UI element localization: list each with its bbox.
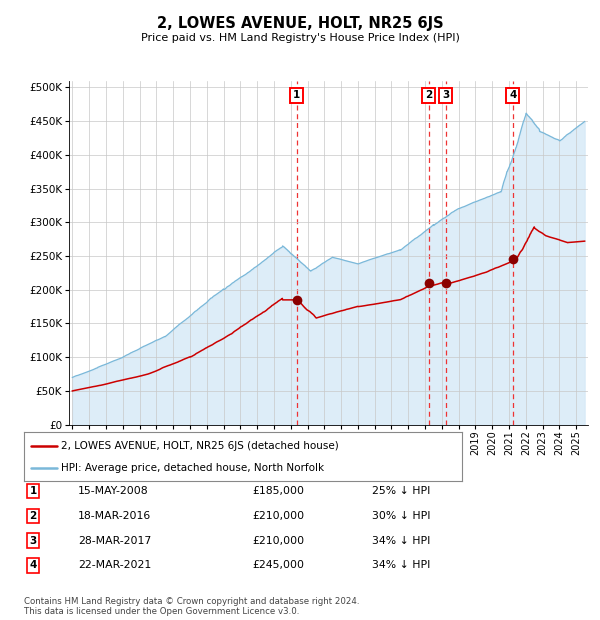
Text: 34% ↓ HPI: 34% ↓ HPI [372,536,430,546]
Text: 2, LOWES AVENUE, HOLT, NR25 6JS: 2, LOWES AVENUE, HOLT, NR25 6JS [157,16,443,31]
Text: 4: 4 [29,560,37,570]
Text: 2: 2 [29,511,37,521]
Text: 2: 2 [425,91,432,100]
Text: 1: 1 [293,91,301,100]
Text: This data is licensed under the Open Government Licence v3.0.: This data is licensed under the Open Gov… [24,607,299,616]
Text: £210,000: £210,000 [252,511,304,521]
Text: 25% ↓ HPI: 25% ↓ HPI [372,486,430,496]
Text: Price paid vs. HM Land Registry's House Price Index (HPI): Price paid vs. HM Land Registry's House … [140,33,460,43]
Text: 3: 3 [29,536,37,546]
Text: Contains HM Land Registry data © Crown copyright and database right 2024.: Contains HM Land Registry data © Crown c… [24,597,359,606]
Text: 22-MAR-2021: 22-MAR-2021 [78,560,151,570]
Text: £185,000: £185,000 [252,486,304,496]
Text: 34% ↓ HPI: 34% ↓ HPI [372,560,430,570]
Text: 28-MAR-2017: 28-MAR-2017 [78,536,151,546]
Text: 18-MAR-2016: 18-MAR-2016 [78,511,151,521]
Text: 3: 3 [442,91,449,100]
Text: 1: 1 [29,486,37,496]
Text: 15-MAY-2008: 15-MAY-2008 [78,486,149,496]
Text: 30% ↓ HPI: 30% ↓ HPI [372,511,431,521]
Text: 2, LOWES AVENUE, HOLT, NR25 6JS (detached house): 2, LOWES AVENUE, HOLT, NR25 6JS (detache… [61,441,339,451]
Text: £245,000: £245,000 [252,560,304,570]
Text: 4: 4 [509,91,517,100]
Text: HPI: Average price, detached house, North Norfolk: HPI: Average price, detached house, Nort… [61,463,325,474]
Text: £210,000: £210,000 [252,536,304,546]
